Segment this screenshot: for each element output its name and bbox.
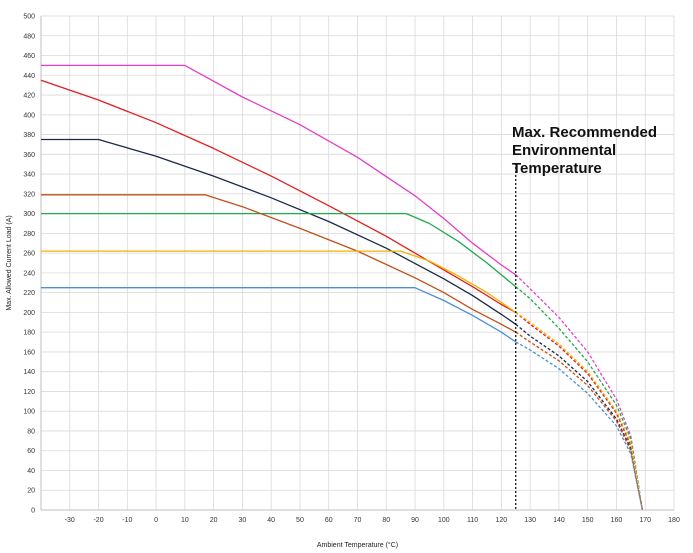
series-line-3-dashed [515,323,644,511]
x-tick-label: 130 [524,517,536,524]
annotation-line: Max. Recommended [512,124,657,141]
y-tick-label: 420 [23,93,35,100]
x-tick-label: 70 [354,517,362,524]
y-tick-label: 20 [27,488,35,495]
y-tick-label: 100 [23,409,35,416]
y-axis-label: Max. Allowed Current Load (A) [6,215,13,310]
x-tick-label: 150 [582,517,594,524]
series-line-1-dashed [515,274,644,511]
y-axis-ticks: 0 20 40 60 80 100 120 140 160 180 200 220 240 260 280 3… [23,14,35,515]
y-tick-label: 480 [23,33,35,40]
y-tick-label: 140 [23,369,35,376]
x-tick-label: 0 [154,517,158,524]
series-line-6-solid [41,250,517,313]
y-tick-label: 360 [23,152,35,159]
y-tick-label: 400 [23,112,35,119]
x-tick-label: 180 [668,517,680,524]
y-tick-label: 340 [23,172,35,179]
series-line-7-solid [41,287,517,343]
x-tick-label: 110 [467,517,478,524]
series-line-4-solid [41,212,517,288]
x-tick-label: 160 [611,517,623,524]
y-tick-label: 200 [23,310,35,317]
x-tick-label: -20 [93,517,103,524]
x-tick-label: 50 [296,517,304,524]
series-line-3-solid [41,138,517,325]
y-tick-label: 120 [23,389,35,396]
x-tick-label: 170 [639,517,651,524]
y-tick-label: 260 [23,251,35,258]
series-line-7-dashed [515,341,644,511]
annotation-line: Environmental [512,142,616,159]
y-tick-label: 460 [23,53,35,60]
y-tick-label: 240 [23,270,35,277]
x-tick-label: -30 [65,517,75,524]
y-tick-label: 320 [23,191,35,198]
y-tick-label: 80 [27,428,35,435]
y-tick-label: 180 [23,330,35,337]
y-tick-label: 220 [23,290,35,297]
grid [40,15,675,511]
x-tick-label: 100 [438,517,450,524]
y-tick-label: 500 [23,14,35,21]
x-tick-label: 10 [181,517,189,524]
series-line-5-solid [41,194,517,333]
x-tick-label: 30 [239,517,247,524]
x-tick-label: 80 [382,517,390,524]
x-tick-label: 120 [496,517,508,524]
series-line-5-dashed [515,331,644,511]
series-lines [40,64,644,511]
y-tick-label: 40 [27,468,35,475]
x-axis-ticks: -30 -20 -10 0 10 20 30 40 50 60 70 80 90 100 110 120 130… [65,517,680,524]
series-line-6-dashed [515,311,644,511]
y-tick-label: 280 [23,231,35,238]
series-line-4-dashed [515,286,644,511]
axes [40,16,674,511]
series-line-2-solid [40,79,517,313]
y-tick-label: 300 [23,211,35,218]
y-tick-label: 60 [27,448,35,455]
x-tick-label: 60 [325,517,333,524]
x-tick-label: 140 [553,517,565,524]
series-line-1-solid [41,64,517,276]
x-tick-label: -10 [122,517,132,524]
y-tick-label: 160 [23,349,35,356]
y-tick-label: 440 [23,73,35,80]
max-temperature-annotation: Max. Recommended Environmental Temperature [512,124,657,177]
x-tick-label: 90 [411,517,419,524]
x-tick-label: 40 [267,517,275,524]
y-tick-label: 380 [23,132,35,139]
y-tick-label: 0 [31,508,35,515]
annotation-line: Temperature [512,160,602,177]
x-tick-label: 20 [210,517,218,524]
x-axis-label: Ambient Temperature (°C) [317,541,398,549]
